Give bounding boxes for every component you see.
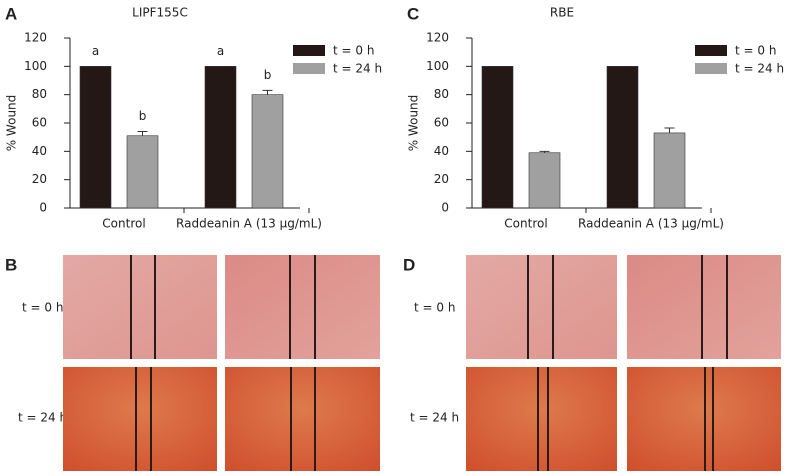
panel-label: B — [5, 255, 17, 274]
row-label: t = 24 h — [410, 411, 459, 425]
legend-swatch — [293, 45, 325, 56]
bar — [653, 132, 686, 209]
micrograph — [225, 255, 380, 359]
panel-label: A — [5, 4, 17, 23]
y-tick-label: 80 — [32, 87, 47, 101]
image-panel-d: D t = 0 h t = 24 h — [403, 255, 781, 471]
chart-title: LIPF155C — [132, 6, 188, 20]
bar — [606, 66, 639, 209]
y-tick-label: 120 — [24, 31, 47, 45]
y-tick-label: 40 — [32, 144, 47, 158]
y-tick-label: 60 — [32, 116, 47, 130]
significance-letter: a — [217, 44, 224, 58]
panel-label: C — [407, 4, 419, 23]
y-tick-label: 100 — [426, 59, 449, 73]
bar — [481, 66, 514, 209]
image-panel-b: B t = 0 h t = 24 h — [5, 255, 380, 471]
x-tick-label: Raddeanin A (13 μg/mL) — [176, 217, 322, 231]
y-tick-label: 0 — [441, 201, 449, 215]
row-label: t = 0 h — [414, 301, 455, 315]
error-bar — [137, 131, 148, 136]
y-axis-label: % Wound — [407, 95, 421, 152]
micrograph — [63, 367, 217, 471]
y-tick-label: 20 — [434, 172, 449, 186]
y-tick-label: 100 — [24, 59, 47, 73]
x-tick-label: Raddeanin A (13 μg/mL) — [578, 217, 724, 231]
bar — [251, 94, 284, 209]
bar — [528, 152, 561, 209]
significance-letter: a — [92, 44, 99, 58]
legend-swatch — [293, 63, 325, 74]
bar — [204, 66, 237, 209]
panel-label: D — [403, 255, 415, 274]
legend-swatch — [695, 45, 727, 56]
legend-label: t = 24 h — [333, 62, 382, 76]
y-tick-label: 60 — [434, 116, 449, 130]
legend-label: t = 0 h — [333, 44, 374, 58]
x-tick-label: Control — [504, 217, 547, 231]
x-tick-label: Control — [102, 217, 145, 231]
error-bar — [539, 150, 550, 153]
micrograph — [466, 255, 617, 359]
micrograph — [627, 255, 781, 359]
bar — [79, 66, 112, 209]
y-tick-label: 80 — [434, 87, 449, 101]
legend-label: t = 0 h — [735, 44, 776, 58]
legend-swatch — [695, 63, 727, 74]
micrograph — [466, 367, 617, 471]
y-axis-label: % Wound — [5, 95, 19, 152]
error-bar — [664, 127, 675, 133]
error-bar — [262, 89, 273, 95]
chart-title: RBE — [550, 6, 574, 20]
bar — [126, 135, 159, 209]
row-label: t = 0 h — [22, 301, 63, 315]
row-label: t = 24 h — [18, 411, 67, 425]
y-tick-label: 40 — [434, 144, 449, 158]
y-tick-label: 120 — [426, 31, 449, 45]
significance-letter: b — [264, 68, 272, 82]
y-tick-label: 0 — [39, 201, 47, 215]
micrograph — [225, 367, 380, 471]
significance-letter: b — [139, 109, 147, 123]
micrograph — [63, 255, 217, 359]
y-tick-label: 20 — [32, 172, 47, 186]
legend-label: t = 24 h — [735, 62, 784, 76]
